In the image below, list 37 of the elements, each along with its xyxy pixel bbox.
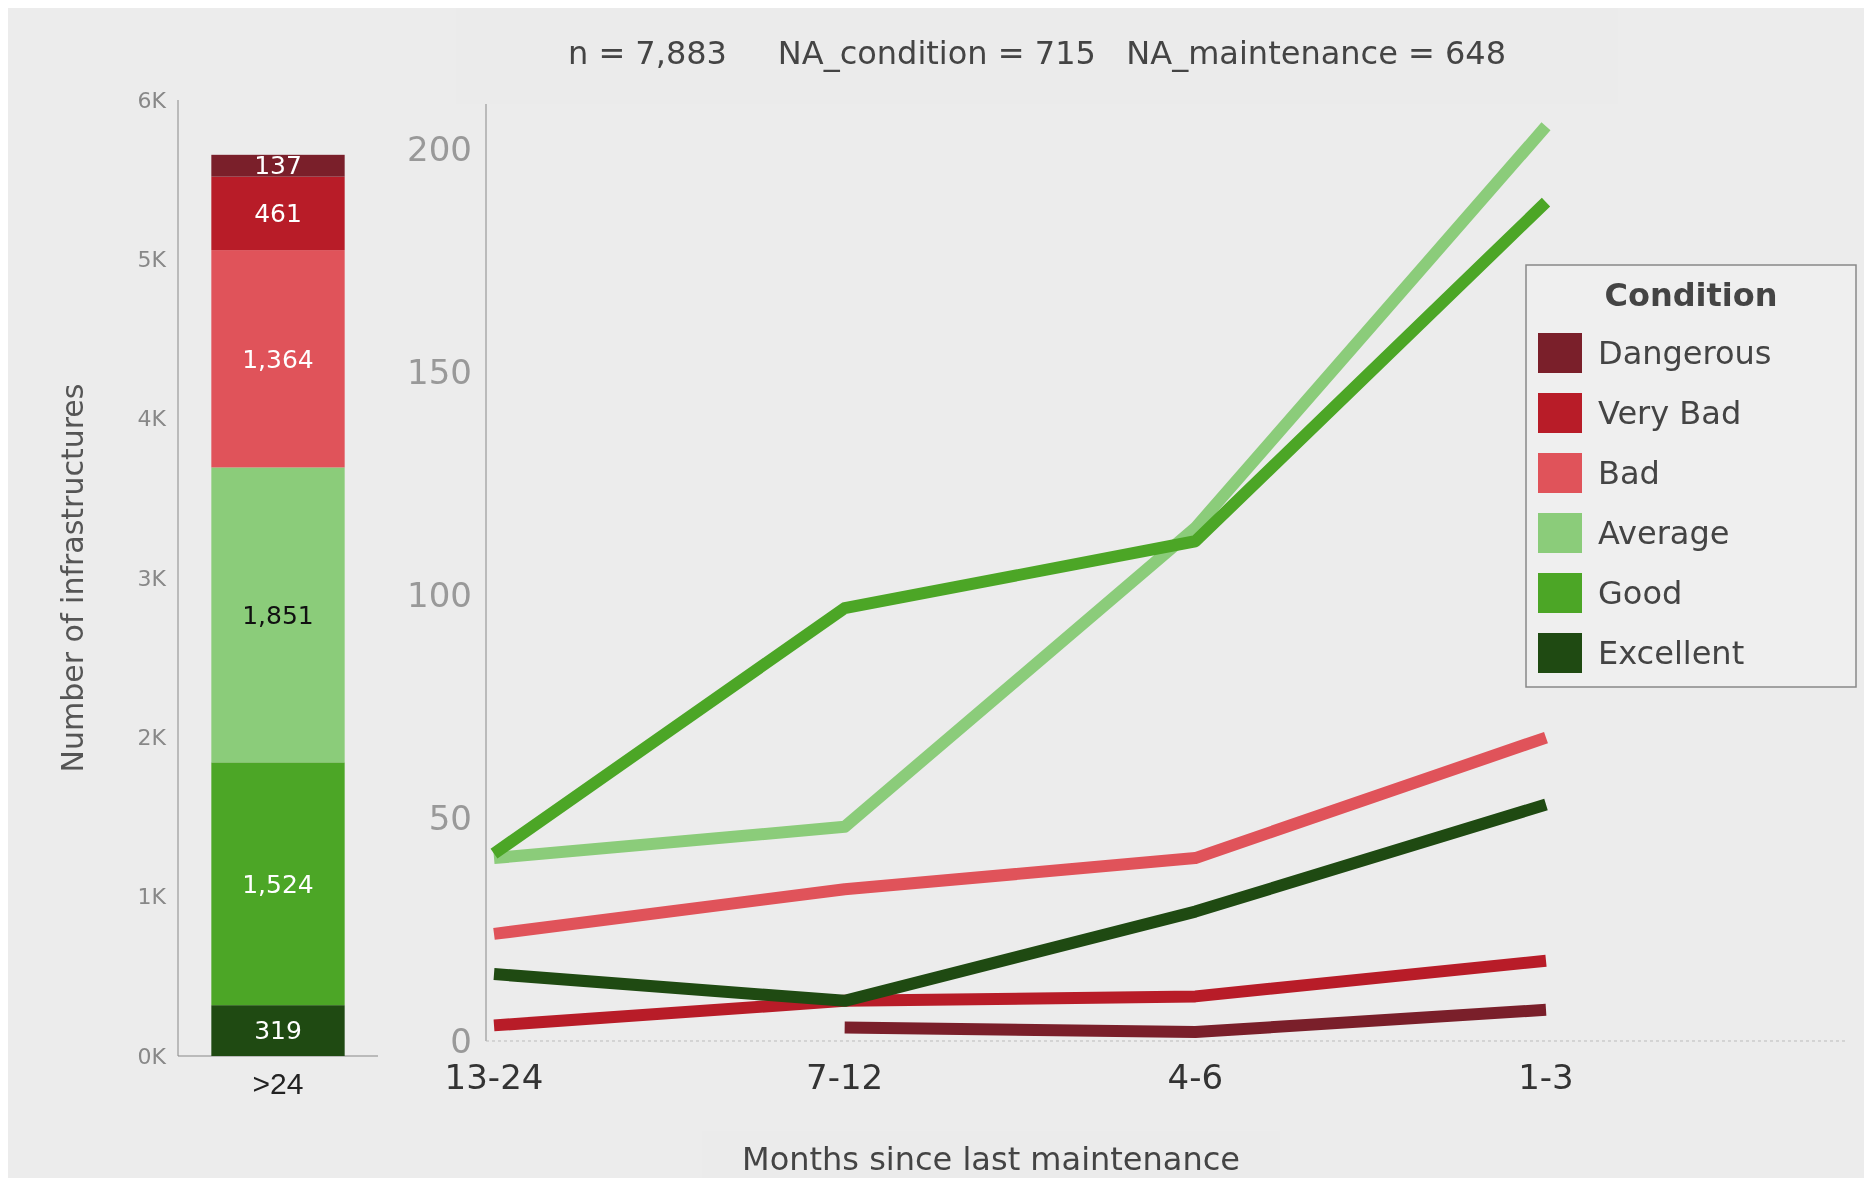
y-tick-label: 4K	[137, 406, 167, 432]
legend-title: Condition	[1604, 276, 1778, 314]
data-label: 461	[254, 199, 302, 229]
legend-label: Dangerous	[1598, 334, 1772, 373]
x-axis-title: Months since last maintenance	[742, 1140, 1240, 1178]
data-label: 1,364	[242, 344, 314, 374]
bar	[211, 762, 345, 1006]
bar	[211, 1005, 345, 1056]
y-tick-label: 50	[428, 797, 472, 838]
y-axis-title: Number of infrastructures	[55, 383, 90, 773]
data-label: 1,851	[242, 600, 314, 630]
y-tick-label: 3K	[137, 565, 167, 591]
legend-label: Very Bad	[1598, 394, 1742, 433]
y-tick-label: 100	[407, 574, 472, 615]
x-tick-label: 4-6	[1167, 1057, 1224, 1097]
bar	[211, 154, 345, 177]
x-tick-label: 1-3	[1518, 1057, 1574, 1097]
legend-label: Average	[1598, 514, 1730, 553]
data-label: 1,524	[242, 869, 314, 899]
y-tick-label: 2K	[137, 725, 167, 751]
data-label: 137	[254, 151, 302, 181]
legend-label: Good	[1598, 574, 1683, 613]
bar	[211, 467, 345, 763]
y-tick-label: 200	[407, 128, 472, 169]
x-tick-label: 7-12	[806, 1057, 884, 1097]
y-tick-label: 6K	[137, 87, 167, 113]
y-tick-label: 150	[407, 351, 472, 392]
y-tick-label: 1K	[137, 884, 167, 910]
data-label: 319	[254, 1016, 302, 1046]
legend-label: Excellent	[1598, 634, 1745, 673]
legend-label: Bad	[1598, 454, 1660, 493]
bar	[211, 176, 345, 251]
y-tick-label: 5K	[137, 247, 167, 273]
bar	[211, 250, 345, 468]
y-tick-label: 0K	[137, 1043, 167, 1069]
x-tick-label: >24	[252, 1067, 304, 1100]
chart-title: n = 7,883 NA_condition = 715 NA_maintenance = 648	[567, 34, 1507, 72]
